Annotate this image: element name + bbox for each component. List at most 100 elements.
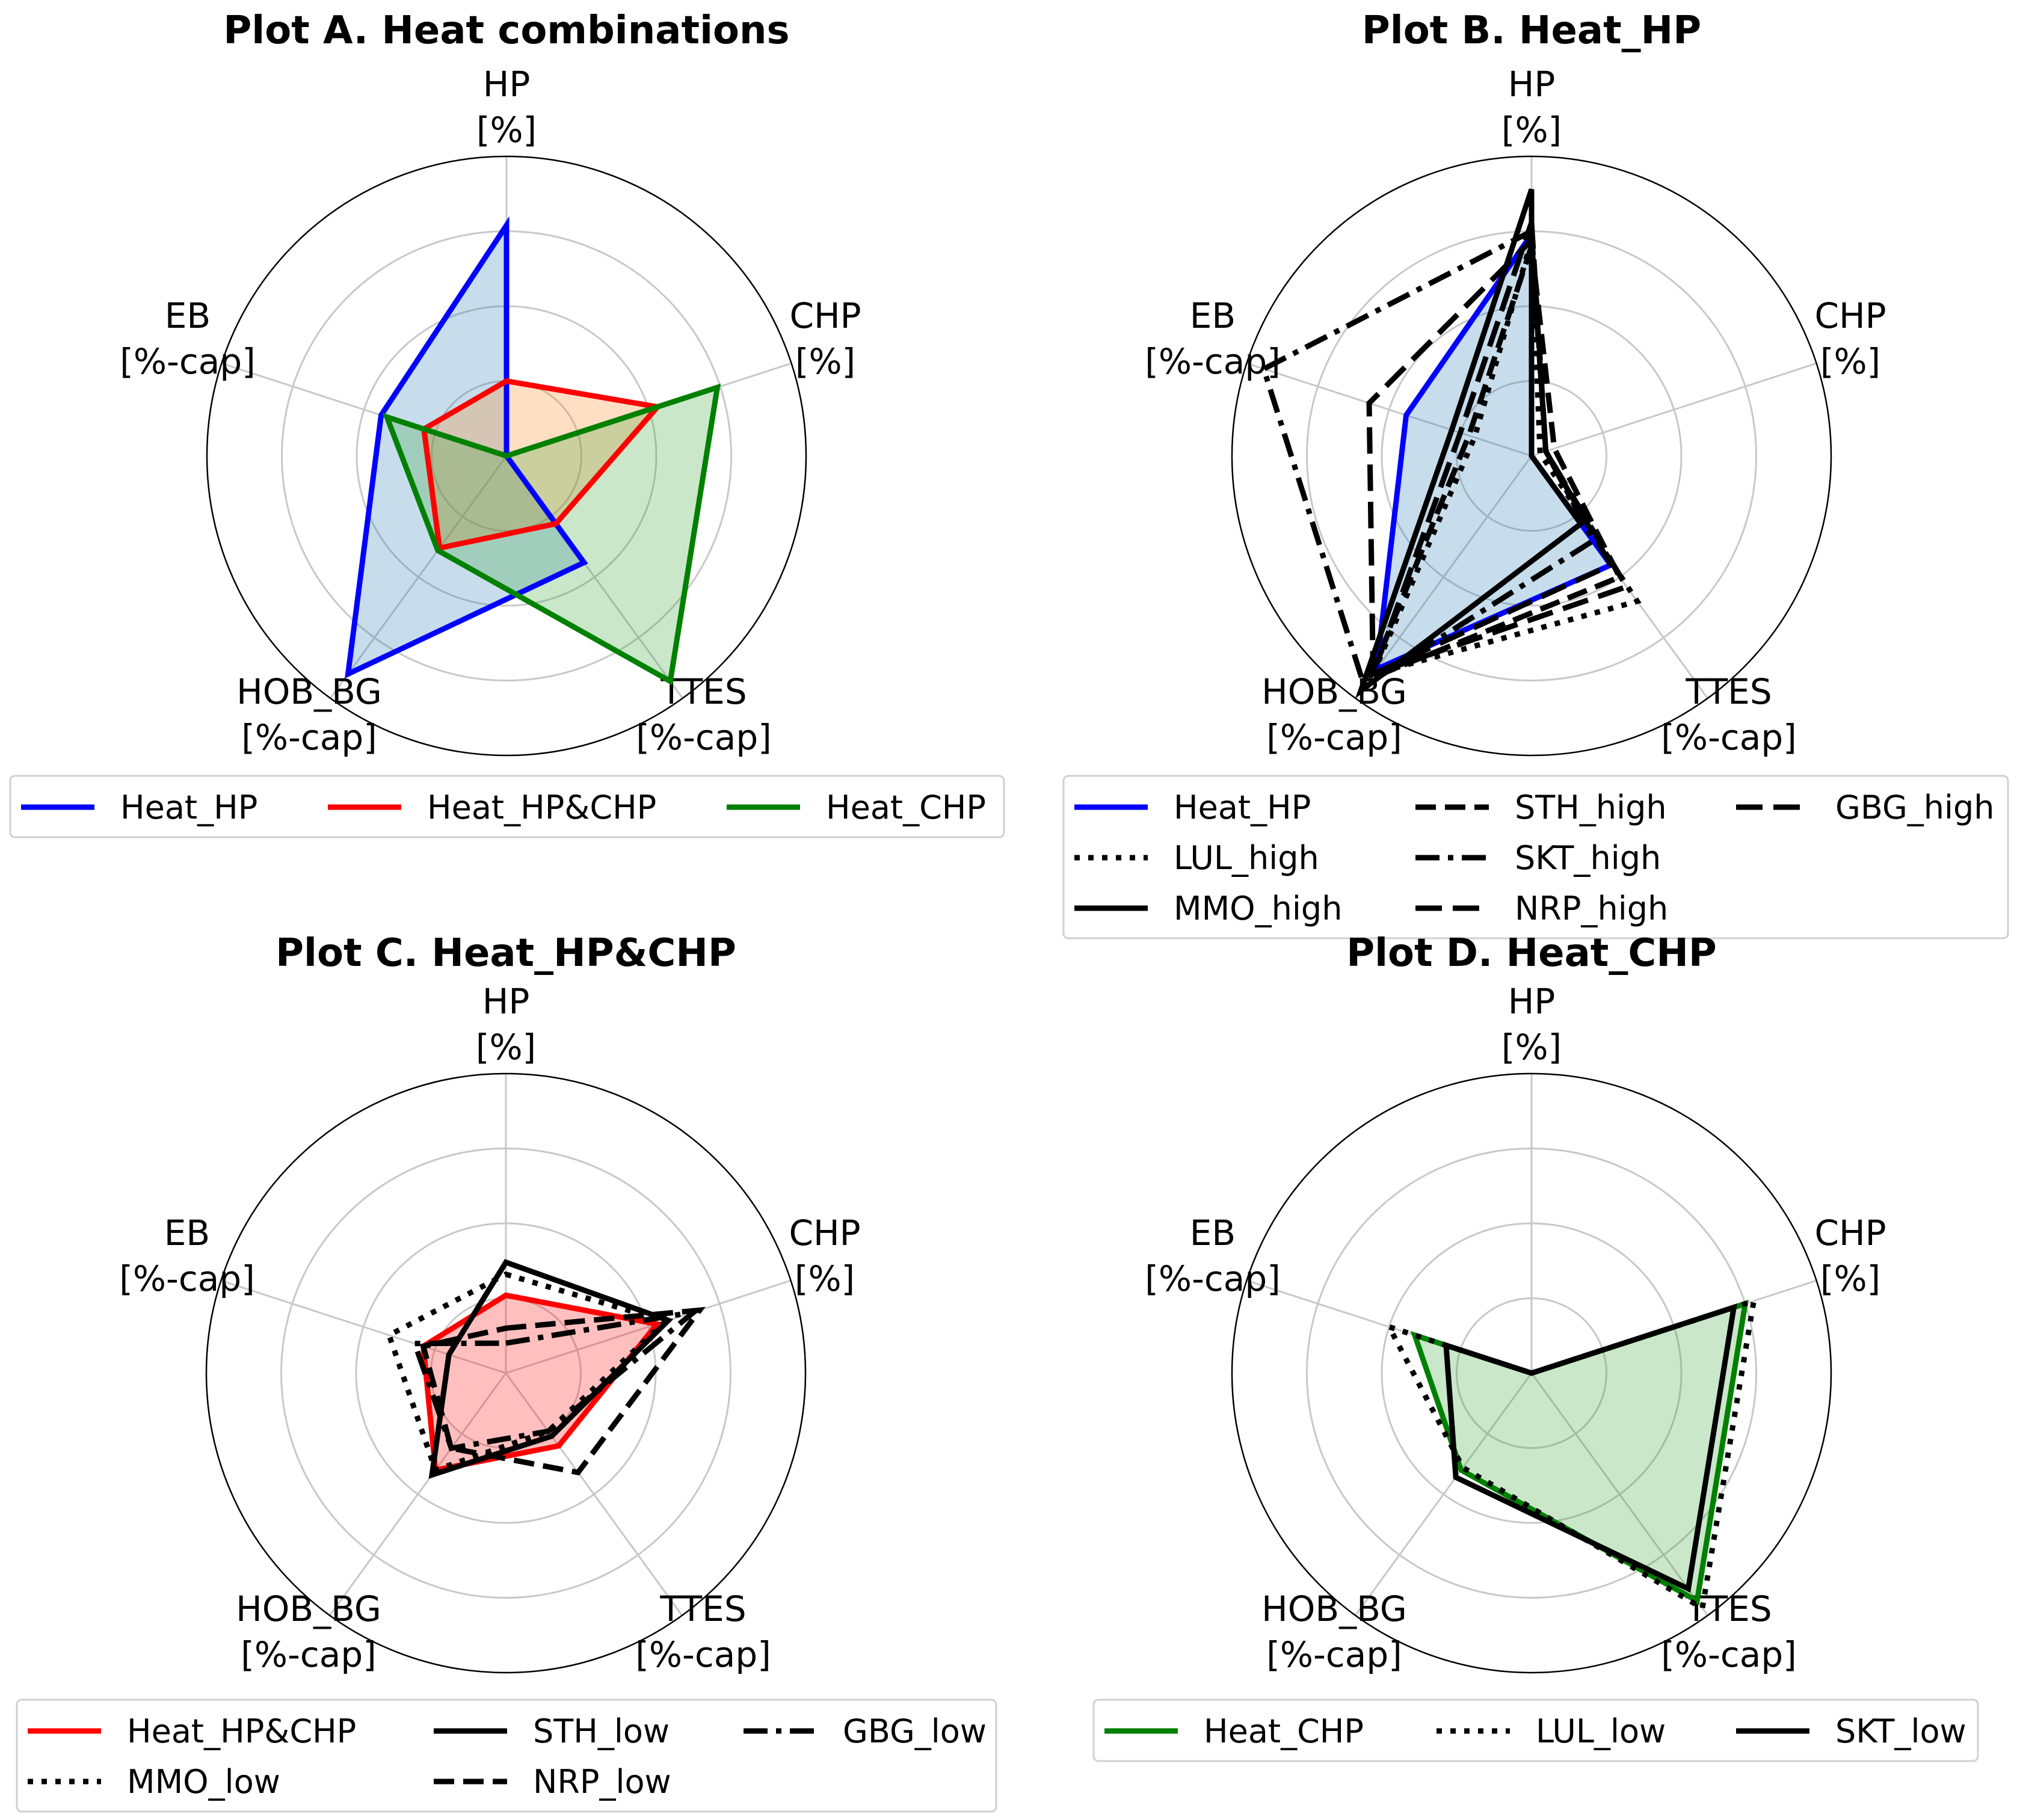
axis-label: HOB_BG — [1261, 1588, 1407, 1629]
series-line-lul-high — [1368, 239, 1642, 678]
legend-label: Heat_CHP — [826, 789, 986, 826]
axis-unit-label: [%-cap] — [241, 717, 377, 758]
legend-label: MMO_high — [1174, 890, 1342, 927]
legend-label: SKT_low — [1835, 1712, 1966, 1750]
legend-label: GBG_high — [1835, 789, 1995, 826]
radar-chart-d: Plot D. Heat_CHPHP[%]CHP[%]TTES[%-cap]HO… — [1092, 931, 1979, 1762]
axis-label: HP — [1508, 981, 1556, 1022]
axis-unit-label: [%-cap] — [120, 341, 256, 382]
chart-title: Plot D. Heat_CHP — [1346, 931, 1717, 976]
legend-label: Heat_HP — [1174, 789, 1311, 826]
axis-label: EB — [1190, 295, 1236, 336]
axis-unit-label: [%] — [476, 1027, 536, 1068]
axis-spoke — [330, 455, 508, 699]
legend: Heat_HP LUL_high MMO_high STH_high SKT_high N… — [1062, 775, 2009, 939]
legend-label: MMO_low — [127, 1763, 280, 1801]
axis-label: HP — [1508, 64, 1556, 105]
axis-unit-label: [%] — [476, 109, 537, 150]
legend: Heat_CHP LUL_low SKT_low — [1092, 1699, 1979, 1762]
outer-frame — [206, 155, 807, 757]
chart-title: Plot B. Heat_HP — [1362, 8, 1701, 53]
legend: Heat_HP Heat_HP&CHP Heat_CHP — [9, 775, 1005, 838]
axis-unit-label: [%-cap] — [1266, 717, 1402, 758]
axis-unit-label: [%] — [795, 341, 855, 382]
axis-unit-label: [%] — [1820, 1258, 1880, 1299]
series-fill-heat-hp — [1376, 234, 1611, 669]
axis-unit-label: [%] — [1820, 341, 1880, 382]
series-line-sth-high — [1364, 245, 1624, 684]
axis-unit-label: [%] — [1501, 109, 1562, 150]
radar-chart-c: Plot C. Heat_HP&CHP HP [%] CHP [%] TTES [%-cap… — [16, 931, 997, 1813]
series-fill-heat-hp-chp — [423, 381, 658, 549]
axis-spoke — [220, 1279, 507, 1374]
legend-box — [1092, 1699, 1979, 1762]
series-fill-heat-hp — [348, 225, 584, 674]
axis-unit-label: [%-cap] — [1145, 1258, 1281, 1299]
axis-label: HP — [482, 981, 530, 1022]
axis-unit-label: [%-cap] — [119, 1258, 255, 1299]
legend-label: STH_low — [533, 1712, 670, 1750]
series-line-skt-low — [1443, 1303, 1737, 1593]
axis-label: EB — [165, 295, 211, 336]
legend-label: Heat_CHP — [1204, 1712, 1364, 1750]
axis-spoke — [1246, 362, 1532, 457]
axis-label: HOB_BG — [236, 1588, 381, 1629]
axis-label: CHP — [1814, 1213, 1886, 1253]
axis-spoke — [505, 1373, 683, 1616]
legend: Heat_HP&CHP MMO_low STH_low NRP_low GBG_low — [16, 1699, 997, 1813]
radar-chart-a: Plot A. Heat combinationsHP[%]CHP[%]TTES… — [9, 8, 1005, 838]
axis-label: CHP — [789, 1213, 860, 1253]
axis-spoke — [1531, 362, 1817, 457]
axis-unit-label: [%-cap] — [1266, 1634, 1402, 1675]
axis-spoke — [329, 1373, 507, 1616]
axis-spoke — [1530, 1373, 1708, 1616]
series-line-nrp-low — [420, 1306, 706, 1476]
axis-label: TTES — [660, 671, 747, 712]
legend-label: NRP_low — [533, 1763, 671, 1801]
series-fill-heat-chp — [387, 387, 718, 681]
legend-label: LUL_low — [1536, 1712, 1666, 1750]
axis-spoke — [505, 1279, 792, 1374]
axis-label: TTES — [1685, 671, 1772, 712]
legend-label: GBG_low — [843, 1712, 987, 1750]
chart-title: Plot C. Heat_HP&CHP — [276, 931, 736, 976]
axis-unit-label: [%-cap] — [241, 1634, 377, 1675]
legend-box — [16, 1699, 997, 1813]
series-line-heat-chp — [382, 383, 721, 686]
legend-label: SKT_high — [1515, 839, 1661, 877]
chart-title: Plot A. Heat combinations — [223, 8, 789, 53]
series-line-skt-high — [1260, 227, 1597, 690]
axis-spoke — [1355, 1373, 1533, 1616]
axis-unit-label: [%-cap] — [635, 1634, 771, 1675]
series-fill-heat-hp-chp — [423, 1295, 657, 1471]
axis-label: EB — [164, 1213, 210, 1253]
axis-unit-label: [%-cap] — [1145, 341, 1281, 382]
series-line-gbg-high — [1366, 234, 1631, 678]
legend-box — [9, 775, 1005, 838]
axis-label: CHP — [789, 295, 861, 336]
series-line-heat-hp-chp — [420, 378, 663, 552]
axis-spoke — [1355, 455, 1533, 699]
legend-label: Heat_HP&CHP — [127, 1712, 356, 1750]
series-line-gbg-low — [411, 1308, 704, 1451]
axis-label: HOB_BG — [236, 671, 382, 712]
legend-label: Heat_HP&CHP — [427, 789, 656, 826]
series-line-heat-hp — [345, 216, 588, 679]
axis-label: HP — [483, 64, 531, 105]
legend-label: STH_high — [1515, 789, 1667, 826]
legend-box — [1062, 775, 2009, 939]
axis-label: TTES — [659, 1588, 746, 1629]
axis-label: CHP — [1814, 295, 1886, 336]
legend-label: NRP_high — [1515, 890, 1668, 927]
legend-label: LUL_high — [1174, 839, 1319, 877]
legend-label: Heat_HP — [120, 789, 257, 826]
axis-label: EB — [1190, 1213, 1236, 1253]
axis-unit-label: [%-cap] — [636, 717, 772, 758]
axis-label: HOB_BG — [1261, 671, 1407, 712]
radar-chart-b: Plot B. Heat_HPHP[%]CHP[%]TTES[%-cap]HOB… — [1062, 8, 2009, 939]
outer-frame — [205, 1072, 807, 1674]
axis-unit-label: [%-cap] — [1661, 717, 1797, 758]
outer-frame — [1231, 155, 1832, 757]
